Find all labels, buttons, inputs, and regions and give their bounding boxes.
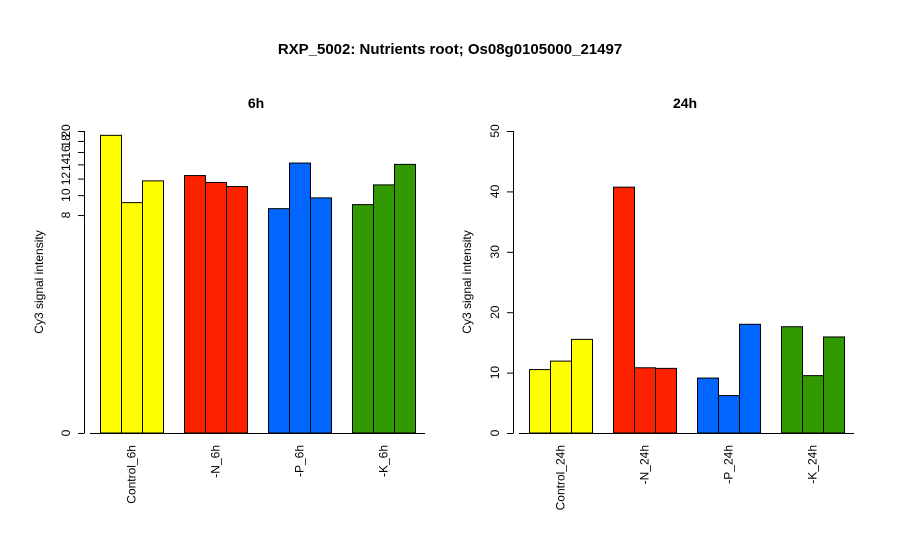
y-tick-label-6h-7: 18 (59, 134, 73, 148)
x-tick-label-24h-3: -P_24h (722, 445, 736, 484)
bar-6h-3-1 (268, 208, 290, 434)
y-tick-label-24h-3: 20 (488, 305, 502, 319)
x-tick-label-24h-2: -N_24h (638, 445, 652, 484)
bar-24h-4-3 (823, 336, 845, 434)
bar-6h-2-2 (205, 181, 227, 434)
bar-24h-4-1 (781, 326, 803, 434)
bar-6h-4-3 (394, 163, 416, 434)
bar-24h-4-2 (802, 375, 824, 434)
bar-6h-4-1 (352, 204, 374, 434)
bar-6h-1-3 (142, 180, 164, 434)
y-axis-24h: 0 10 20 30 40 50 (488, 124, 514, 436)
y-tick-label-6h-8: 20 (59, 124, 73, 138)
x-labels-24h: Control_24h -N_24h -P_24h -K_24h (554, 445, 820, 510)
y-axis-label-6h: Cy3 signal intensity (32, 230, 46, 333)
x-tick-label-24h-4: -K_24h (806, 445, 820, 484)
figure-title: RXP_5002: Nutrients root; Os08g0105000_2… (278, 41, 622, 58)
y-tick-label-24h-5: 40 (488, 184, 502, 198)
bars-24h (519, 186, 854, 434)
bar-24h-1-2 (550, 360, 572, 434)
bar-24h-3-3 (739, 323, 761, 434)
bar-24h-2-1 (613, 186, 635, 434)
x-tick-label-6h-2: -N_6h (209, 445, 223, 478)
bars-6h (90, 134, 425, 434)
y-axis-label-24h: Cy3 signal intensity (460, 230, 474, 333)
y-tick-label-6h-3: 10 (59, 188, 73, 202)
bar-6h-4-2 (373, 184, 395, 434)
panel-title-24h: 24h (673, 95, 697, 111)
bar-6h-2-1 (184, 175, 206, 434)
bar-6h-1-1 (100, 134, 122, 434)
y-tick-label-6h-6: 16 (59, 145, 73, 159)
y-tick-label-24h-4: 30 (488, 245, 502, 259)
x-labels-6h: Control_6h -N_6h -P_6h -K_6h (125, 445, 391, 504)
y-tick-label-6h-1: 0 (59, 429, 73, 436)
bar-6h-1-2 (121, 202, 143, 434)
y-tick-label-24h-1: 0 (488, 429, 502, 436)
bar-24h-3-2 (718, 395, 740, 434)
y-tick-label-6h-4: 12 (59, 172, 73, 186)
y-tick-label-6h-5: 14 (59, 157, 73, 171)
y-tick-label-6h-2: 8 (59, 211, 73, 218)
bar-24h-1-1 (529, 369, 551, 434)
panel-title-6h: 6h (248, 95, 264, 111)
bar-6h-3-2 (289, 162, 311, 434)
y-tick-label-24h-2: 10 (488, 366, 502, 380)
bar-24h-1-3 (571, 338, 593, 434)
bar-24h-2-2 (634, 367, 656, 434)
bar-6h-3-3 (310, 197, 332, 434)
x-tick-label-24h-1: Control_24h (554, 445, 568, 510)
panel-24h: 24h 0 10 20 30 40 50 Control_24h -N_24h -P_24h -… (460, 95, 854, 510)
x-tick-label-6h-3: -P_6h (293, 445, 307, 477)
x-tick-label-6h-4: -K_6h (377, 445, 391, 477)
x-tick-label-6h-1: Control_6h (125, 445, 139, 504)
bar-24h-3-1 (697, 377, 719, 434)
y-tick-label-24h-6: 50 (488, 124, 502, 138)
bar-24h-2-3 (655, 367, 677, 434)
bar-6h-2-3 (226, 186, 248, 434)
